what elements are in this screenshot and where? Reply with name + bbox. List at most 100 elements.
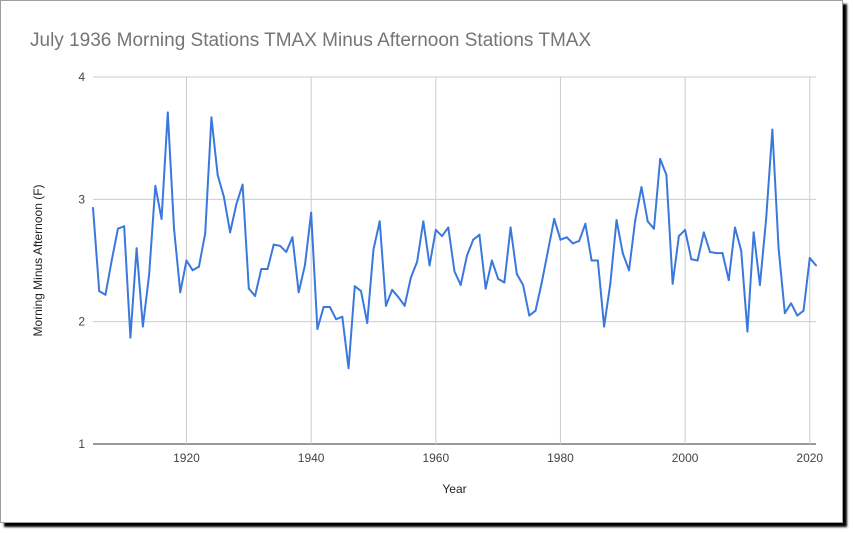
data-point bbox=[596, 259, 599, 262]
y-axis-label: Morning Minus Afternoon (F) bbox=[31, 184, 45, 336]
data-point bbox=[403, 304, 406, 307]
data-point bbox=[191, 269, 194, 272]
y-tick-label: 2 bbox=[78, 315, 85, 329]
data-point bbox=[509, 226, 512, 229]
gridlines bbox=[93, 76, 816, 445]
data-point bbox=[297, 291, 300, 294]
data-point bbox=[247, 287, 250, 290]
data-point bbox=[92, 206, 94, 209]
data-point bbox=[260, 268, 263, 271]
data-point bbox=[173, 227, 176, 230]
data-point bbox=[621, 252, 624, 255]
data-point bbox=[129, 336, 132, 339]
x-tick-label: 2000 bbox=[672, 451, 699, 465]
data-point bbox=[116, 227, 119, 230]
data-point bbox=[384, 304, 387, 307]
data-point bbox=[197, 265, 200, 268]
x-tick-label: 1940 bbox=[298, 451, 325, 465]
data-point bbox=[528, 314, 531, 317]
data-point bbox=[671, 282, 674, 285]
data-point bbox=[628, 269, 631, 272]
line-chart: 1 2 3 4 1920 1940 1960 1980 2000 2020 Year Morni… bbox=[31, 70, 823, 496]
x-tick-label: 1920 bbox=[173, 451, 200, 465]
data-point bbox=[715, 252, 718, 255]
data-point bbox=[634, 219, 637, 222]
data-point bbox=[166, 111, 169, 114]
data-point bbox=[815, 264, 817, 267]
data-point bbox=[335, 318, 338, 321]
data-point bbox=[154, 184, 157, 187]
data-point bbox=[160, 217, 163, 220]
data-point bbox=[123, 225, 126, 228]
data-point bbox=[434, 228, 437, 231]
data-point bbox=[733, 226, 736, 229]
data-point bbox=[702, 231, 705, 234]
data-point bbox=[222, 195, 225, 198]
data-point bbox=[110, 259, 113, 262]
data-point bbox=[652, 227, 655, 230]
data-point bbox=[659, 157, 662, 160]
data-point bbox=[790, 302, 793, 305]
data-point bbox=[677, 235, 680, 238]
data-point bbox=[472, 238, 475, 241]
data-point bbox=[391, 288, 394, 291]
data-point bbox=[565, 236, 568, 239]
data-point bbox=[465, 254, 468, 257]
data-point bbox=[690, 258, 693, 261]
data-point bbox=[303, 264, 306, 267]
data-point bbox=[341, 315, 344, 318]
data-point bbox=[372, 248, 375, 251]
data-point bbox=[135, 247, 138, 250]
data-point bbox=[441, 235, 444, 238]
data-point bbox=[546, 249, 549, 252]
data-point bbox=[366, 321, 369, 324]
data-point bbox=[503, 281, 506, 284]
data-point bbox=[721, 252, 724, 255]
data-point bbox=[490, 259, 493, 262]
data-point bbox=[727, 279, 730, 282]
chart-frame bbox=[0, 0, 843, 523]
data-point bbox=[584, 222, 587, 225]
data-point bbox=[447, 226, 450, 229]
data-point bbox=[229, 231, 232, 234]
chart-title: July 1936 Morning Stations TMAX Minus Af… bbox=[30, 30, 592, 51]
data-point bbox=[796, 314, 799, 317]
data-point bbox=[179, 291, 182, 294]
data-point bbox=[603, 325, 606, 328]
data-point bbox=[665, 173, 668, 176]
data-point bbox=[148, 274, 151, 277]
data-point bbox=[534, 309, 537, 312]
data-point bbox=[254, 294, 257, 297]
data-point bbox=[553, 217, 556, 220]
data-point bbox=[378, 220, 381, 223]
data-point bbox=[397, 296, 400, 299]
y-tick-label: 1 bbox=[78, 437, 85, 451]
data-point bbox=[609, 282, 612, 285]
x-tick-label: 1960 bbox=[422, 451, 449, 465]
data-point bbox=[696, 259, 699, 262]
data-point bbox=[291, 236, 294, 239]
data-point bbox=[478, 233, 481, 236]
data-point bbox=[802, 309, 805, 312]
data-point bbox=[360, 290, 363, 293]
series-group bbox=[92, 111, 817, 370]
data-point bbox=[266, 268, 269, 271]
data-point bbox=[453, 270, 456, 273]
data-point bbox=[578, 239, 581, 242]
data-point bbox=[758, 283, 761, 286]
data-point bbox=[104, 293, 107, 296]
data-point bbox=[278, 244, 281, 247]
data-point bbox=[497, 277, 500, 280]
data-point bbox=[540, 281, 543, 284]
data-point bbox=[98, 290, 101, 293]
data-point bbox=[559, 238, 562, 241]
data-point bbox=[347, 367, 350, 370]
data-point bbox=[416, 260, 419, 263]
data-point bbox=[322, 305, 325, 308]
data-point bbox=[684, 228, 687, 231]
y-tick-labels: 1 2 3 4 bbox=[78, 70, 85, 451]
data-point bbox=[459, 283, 462, 286]
data-point bbox=[235, 203, 238, 206]
data-point bbox=[185, 259, 188, 262]
data-point bbox=[210, 116, 213, 119]
